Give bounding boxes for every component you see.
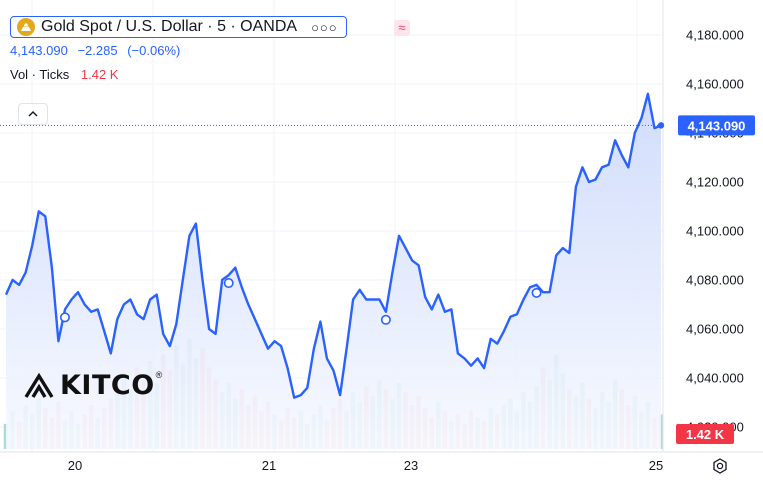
volume-axis-label: 1.42 K xyxy=(686,427,725,442)
y-tick-label: 4,040.000 xyxy=(686,370,744,385)
event-markers xyxy=(59,278,542,325)
y-tick-label: 4,100.000 xyxy=(686,223,744,238)
collapse-legend-button[interactable] xyxy=(18,103,48,125)
x-tick-label: 21 xyxy=(262,458,276,473)
last-price-dot xyxy=(657,122,665,129)
last-price-label-bg xyxy=(678,115,755,136)
volume-legend: Vol · Ticks 1.42 K xyxy=(10,67,347,82)
price-area xyxy=(6,93,661,450)
price-line xyxy=(4,92,662,399)
y-tick-label: 4,120.000 xyxy=(686,174,744,189)
last-price-label: 4,143.090 xyxy=(688,118,746,133)
kitco-logo-icon xyxy=(24,372,54,398)
y-tick-label: 4,080.000 xyxy=(686,272,744,287)
price-area-fill xyxy=(6,93,661,450)
ellipsis-icon[interactable]: ○○○ xyxy=(311,19,338,35)
x-tick-label: 23 xyxy=(404,458,418,473)
gold-symbol-icon xyxy=(17,18,35,36)
price-change: −2.285 xyxy=(77,43,118,58)
event-marker[interactable] xyxy=(59,312,70,323)
price-line-layer xyxy=(4,92,662,399)
kitco-brand: KITCO xyxy=(60,370,155,401)
volume-label: Vol · Ticks xyxy=(10,67,70,82)
y-tick-label: 4,060.000 xyxy=(686,321,744,336)
price-row: 4,143.090 −2.285 (−0.06%) xyxy=(10,43,347,58)
event-marker[interactable] xyxy=(531,287,542,298)
symbol-selector[interactable]: Gold Spot / U.S. Dollar · 5 · OANDA ○○○ xyxy=(10,16,347,38)
volume-value: 1.42 K xyxy=(80,67,119,82)
volume-label-bg xyxy=(676,424,734,444)
event-marker[interactable] xyxy=(223,278,234,289)
approx-wave-icon[interactable]: ≈ xyxy=(394,20,410,36)
x-tick-label: 25 xyxy=(649,458,663,473)
chevron-up-icon xyxy=(28,111,38,117)
registered-mark: ® xyxy=(155,370,163,380)
x-tick-label: 20 xyxy=(68,458,82,473)
y-tick-label: 4,180.000 xyxy=(686,27,744,42)
axes: 4,020.0004,040.0004,060.0004,080.0004,10… xyxy=(0,0,763,473)
price-change-pct: (−0.06%) xyxy=(127,43,181,58)
event-marker[interactable] xyxy=(380,314,391,325)
symbol-title: Gold Spot / U.S. Dollar · 5 · OANDA xyxy=(41,18,298,35)
y-tick-label: 4,160.000 xyxy=(686,76,744,91)
last-price: 4,143.090 xyxy=(10,43,68,58)
kitco-watermark: KITCO ® xyxy=(24,370,162,401)
chart-legend: Gold Spot / U.S. Dollar · 5 · OANDA ○○○ … xyxy=(10,16,410,82)
gear-icon[interactable] xyxy=(711,457,729,475)
